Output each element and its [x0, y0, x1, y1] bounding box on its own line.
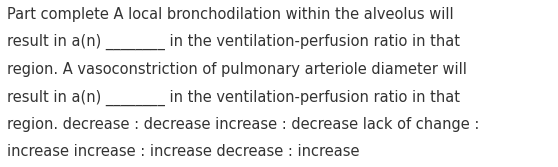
- Text: region. A vasoconstriction of pulmonary arteriole diameter will: region. A vasoconstriction of pulmonary …: [7, 62, 466, 77]
- Text: result in a(n) ________ in the ventilation-perfusion ratio in that: result in a(n) ________ in the ventilati…: [7, 34, 460, 50]
- Text: result in a(n) ________ in the ventilation-perfusion ratio in that: result in a(n) ________ in the ventilati…: [7, 89, 460, 106]
- Text: region. decrease : decrease increase : decrease lack of change :: region. decrease : decrease increase : d…: [7, 117, 479, 132]
- Text: increase increase : increase decrease : increase: increase increase : increase decrease : …: [7, 144, 359, 159]
- Text: Part complete A local bronchodilation within the alveolus will: Part complete A local bronchodilation wi…: [7, 7, 453, 22]
